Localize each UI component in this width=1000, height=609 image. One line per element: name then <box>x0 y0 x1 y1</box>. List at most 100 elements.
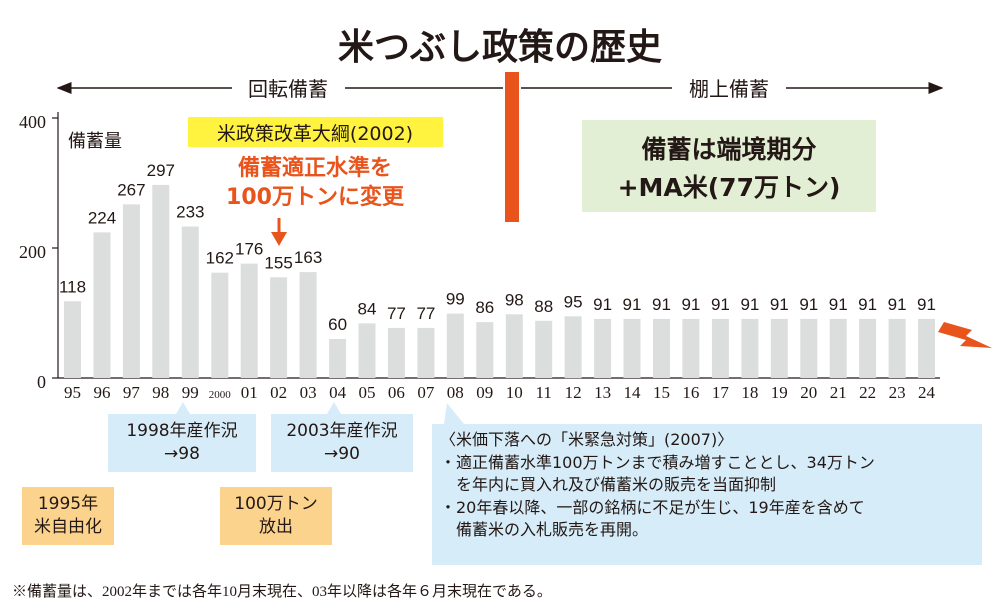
bar <box>152 184 170 378</box>
callout-pointer-2003 <box>327 402 341 414</box>
bar <box>535 320 553 378</box>
note-1998-crop-line1: 1998年産作況 <box>126 421 238 441</box>
x-tick-label: 2000 <box>209 389 232 401</box>
note-2007-bullet2-line2: 備蓄米の入札販売を再開。 <box>456 520 649 539</box>
policy-2002-arrow-head <box>271 232 287 246</box>
note-release-line2: 放出 <box>259 517 293 537</box>
note-2007-emergency: 〈米価下落への「米緊急対策」(2007)〉 ・適正備蓄水準100万トンまで積み増… <box>432 424 982 565</box>
bar-value-label: 91 <box>593 295 612 314</box>
bar <box>270 277 288 379</box>
bar <box>653 318 670 378</box>
x-tick-label: 22 <box>859 383 876 402</box>
x-tick-label: 04 <box>329 383 347 402</box>
note-release-line1: 100万トン <box>234 494 318 514</box>
x-tick-label: 05 <box>359 383 376 402</box>
bar <box>387 327 405 378</box>
x-tick-label: 23 <box>889 383 906 402</box>
bar <box>299 272 317 379</box>
bar-value-label: 77 <box>387 304 406 323</box>
policy-2002-change-line1: 備蓄適正水準を <box>238 155 392 181</box>
y-tick-label: 200 <box>19 242 46 262</box>
note-1998-crop-line2: →98 <box>164 444 200 464</box>
note-2007-bullet1-line2: を年内に買入れ及び備蓄米の販売を当面抑制 <box>456 475 777 494</box>
note-2007-bullet1-line1: ・適正備蓄水準100万トンまで積み増すこととし、34万トン <box>440 452 875 472</box>
policy-2002-highlight <box>188 117 443 147</box>
bar-value-label: 91 <box>917 295 936 314</box>
bar <box>358 323 376 378</box>
bar-value-label: 267 <box>117 180 145 199</box>
bar-value-label: 162 <box>206 249 234 268</box>
bar-value-label: 88 <box>534 297 553 316</box>
note-2007-heading: 〈米価下落への「米緊急対策」(2007)〉 <box>440 430 734 449</box>
x-tick-label: 11 <box>536 383 552 402</box>
note-2003-crop-line1: 2003年産作況 <box>286 421 398 441</box>
x-tick-label: 24 <box>918 383 936 402</box>
x-tick-label: 14 <box>624 383 642 402</box>
bar <box>93 232 111 378</box>
bar-value-label: 84 <box>358 299 377 318</box>
bar-value-label: 118 <box>59 277 86 296</box>
bar <box>564 316 582 379</box>
bar <box>211 272 229 378</box>
period-label-shelf: 棚上備蓄 <box>689 77 769 101</box>
x-tick-label: 09 <box>476 383 493 402</box>
x-tick-label: 02 <box>270 383 287 402</box>
bar-value-label: 98 <box>505 290 524 309</box>
bar-value-label: 60 <box>328 315 347 334</box>
bar-series <box>64 184 935 379</box>
bar <box>476 322 494 378</box>
bar-value-label: 176 <box>235 240 263 259</box>
x-tick-label: 19 <box>771 383 788 402</box>
callout-pointer-1998 <box>176 402 190 414</box>
bar <box>829 318 847 378</box>
footnote: ※備蓄量は、2002年までは各年10月末現在、03年以降は各年６月末現在である。 <box>12 583 552 600</box>
x-tick-label: 18 <box>741 383 758 402</box>
x-tick-label: 15 <box>653 383 670 402</box>
bar <box>888 318 906 378</box>
bar <box>417 327 435 378</box>
x-tick-label: 96 <box>94 383 111 402</box>
x-tick-label: 10 <box>506 383 523 402</box>
bar-value-label: 91 <box>681 295 700 314</box>
note-2003-crop-line2: →90 <box>324 444 360 464</box>
note-2007-bullet2-line1: ・20年春以降、一部の銘柄に不足が生じ、19年産を含めて <box>440 497 865 517</box>
note-1995-line2: 米自由化 <box>34 517 102 537</box>
bar <box>770 318 788 378</box>
bar-value-label: 91 <box>770 295 789 314</box>
y-tick-label: 400 <box>19 112 46 132</box>
bar-value-label: 99 <box>446 290 465 309</box>
policy-2002-label: 米政策改革大綱(2002) <box>217 123 413 145</box>
x-tick-label: 98 <box>152 383 169 402</box>
bar-value-label: 91 <box>799 295 818 314</box>
bar <box>623 318 641 378</box>
x-tick-label: 17 <box>712 383 730 402</box>
bar <box>446 313 464 378</box>
bar <box>859 318 877 378</box>
bar-value-label: 91 <box>858 295 877 314</box>
x-tick-label: 20 <box>800 383 817 402</box>
bar-value-label: 91 <box>740 295 759 314</box>
bar-value-label: 91 <box>623 295 642 314</box>
bar-value-label: 224 <box>88 208 116 227</box>
y-tick-label: 0 <box>37 372 46 392</box>
bar <box>505 314 523 378</box>
bar-value-label: 86 <box>475 298 494 317</box>
bar <box>329 339 347 378</box>
bar-value-label: 91 <box>711 295 730 314</box>
bar-value-label: 91 <box>652 295 671 314</box>
x-tick-label: 16 <box>682 383 699 402</box>
bar <box>181 226 199 378</box>
note-1998-crop: 1998年産作況 →98 <box>108 414 256 472</box>
x-tick-label: 03 <box>300 383 317 402</box>
x-tick-label: 21 <box>830 383 847 402</box>
continuation-arrow <box>938 322 992 348</box>
bar-value-label: 91 <box>888 295 907 314</box>
bar <box>741 318 759 378</box>
note-release-1mt: 100万トン 放出 <box>220 487 332 545</box>
bar-value-label: 155 <box>264 253 292 272</box>
bar <box>918 318 935 378</box>
bar-value-label: 297 <box>147 161 175 180</box>
x-tick-label: 97 <box>123 383 141 402</box>
callout-pointer-2007 <box>444 403 464 424</box>
